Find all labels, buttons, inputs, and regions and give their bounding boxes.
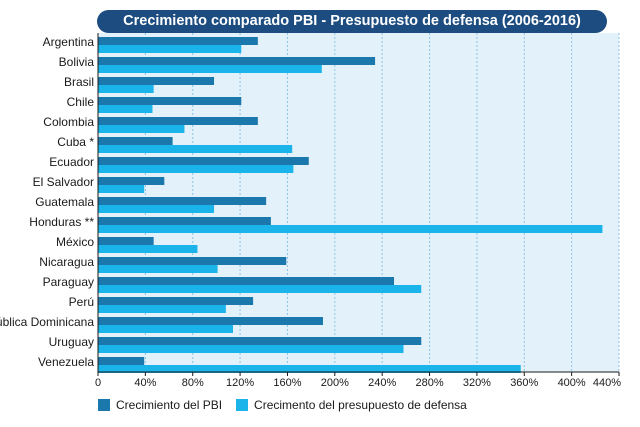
bar-ecuador-defense bbox=[98, 165, 294, 173]
bar-guatemala-gdp bbox=[98, 197, 267, 205]
legend-swatch-gdp bbox=[98, 399, 110, 411]
bar-ecuador-gdp bbox=[98, 157, 309, 165]
bar-el-salvador-defense bbox=[98, 185, 145, 193]
bar-honduras-gdp bbox=[98, 217, 271, 225]
bar-brasil-defense bbox=[98, 85, 154, 93]
x-tick-label: 40% bbox=[134, 377, 156, 389]
category-label-guatemala: Guatemala bbox=[35, 195, 94, 209]
category-label-nicaragua: Nicaragua bbox=[39, 255, 94, 269]
legend-swatch-defense bbox=[236, 399, 249, 411]
category-label-ecuador: Ecuador bbox=[49, 155, 94, 169]
category-label-honduras: Honduras ** bbox=[29, 215, 94, 229]
category-label-colombia: Colombia bbox=[43, 115, 94, 129]
bar-el-salvador-gdp bbox=[98, 177, 165, 185]
bar-colombia-defense bbox=[98, 125, 185, 133]
x-tick-label: 80% bbox=[182, 377, 204, 389]
x-tick-label: 360% bbox=[510, 377, 538, 389]
bar-nicaragua-gdp bbox=[98, 257, 287, 265]
category-label-paraguay: Paraguay bbox=[43, 275, 94, 289]
x-tick-label: 240% bbox=[368, 377, 396, 389]
chart-legend: Crecimiento del PBI Crecimento del presu… bbox=[98, 396, 481, 414]
bar-paraguay-defense bbox=[98, 285, 422, 293]
bar-nicaragua-defense bbox=[98, 265, 218, 273]
bar-honduras-defense bbox=[98, 225, 603, 233]
category-label-mexico: México bbox=[56, 235, 94, 249]
bar-mexico-defense bbox=[98, 245, 198, 253]
x-tick-label: 400% bbox=[558, 377, 586, 389]
category-label-republica-dominicana: República Dominicana bbox=[0, 315, 94, 329]
bar-argentina-defense bbox=[98, 45, 242, 53]
category-label-peru: Perú bbox=[69, 295, 94, 309]
bar-colombia-gdp bbox=[98, 117, 258, 125]
chart-title-background bbox=[97, 10, 607, 33]
bar-peru-gdp bbox=[98, 297, 254, 305]
legend-item-gdp: Crecimiento del PBI bbox=[98, 398, 222, 412]
bar-peru-defense bbox=[98, 305, 226, 313]
x-tick-label: 280% bbox=[415, 377, 443, 389]
bar-argentina-gdp bbox=[98, 37, 258, 45]
bar-bolivia-gdp bbox=[98, 57, 376, 65]
category-label-uruguay: Uruguay bbox=[49, 335, 94, 349]
category-label-chile: Chile bbox=[67, 95, 95, 109]
legend-label-defense: Crecimento del presupuesto de defensa bbox=[254, 398, 467, 412]
bar-chile-gdp bbox=[98, 97, 242, 105]
category-label-cuba: Cuba * bbox=[57, 135, 94, 149]
bar-cuba-gdp bbox=[98, 137, 173, 145]
bar-cuba-defense bbox=[98, 145, 293, 153]
category-label-brasil: Brasil bbox=[64, 75, 94, 89]
legend-label-gdp: Crecimiento del PBI bbox=[116, 398, 223, 412]
bar-venezuela-gdp bbox=[98, 357, 145, 365]
bar-uruguay-gdp bbox=[98, 337, 422, 345]
bar-brasil-gdp bbox=[98, 77, 215, 85]
bar-chile-defense bbox=[98, 105, 153, 113]
x-tick-label: 440% bbox=[593, 377, 621, 389]
category-label-bolivia: Bolivia bbox=[59, 55, 95, 69]
category-label-venezuela: Venezuela bbox=[38, 355, 94, 369]
bar-republica-dominicana-defense bbox=[98, 325, 233, 333]
bar-guatemala-defense bbox=[98, 205, 215, 213]
x-tick-label: 200% bbox=[321, 377, 349, 389]
bar-republica-dominicana-gdp bbox=[98, 317, 323, 325]
bar-paraguay-gdp bbox=[98, 277, 395, 285]
bar-mexico-gdp bbox=[98, 237, 154, 245]
bar-uruguay-defense bbox=[98, 345, 404, 353]
category-label-el-salvador: El Salvador bbox=[33, 175, 94, 189]
chart-title: Crecimiento comparado PBI - Presupuesto … bbox=[123, 13, 581, 29]
bar-bolivia-defense bbox=[98, 65, 322, 73]
x-tick-label: 160% bbox=[273, 377, 301, 389]
x-tick-label: 0 bbox=[95, 377, 101, 389]
legend-item-defense: Crecimento del presupuesto de defensa bbox=[236, 398, 467, 412]
x-tick-label: 120% bbox=[226, 377, 254, 389]
category-label-argentina: Argentina bbox=[43, 35, 95, 49]
bar-venezuela-defense bbox=[98, 365, 521, 373]
x-tick-label: 320% bbox=[463, 377, 491, 389]
